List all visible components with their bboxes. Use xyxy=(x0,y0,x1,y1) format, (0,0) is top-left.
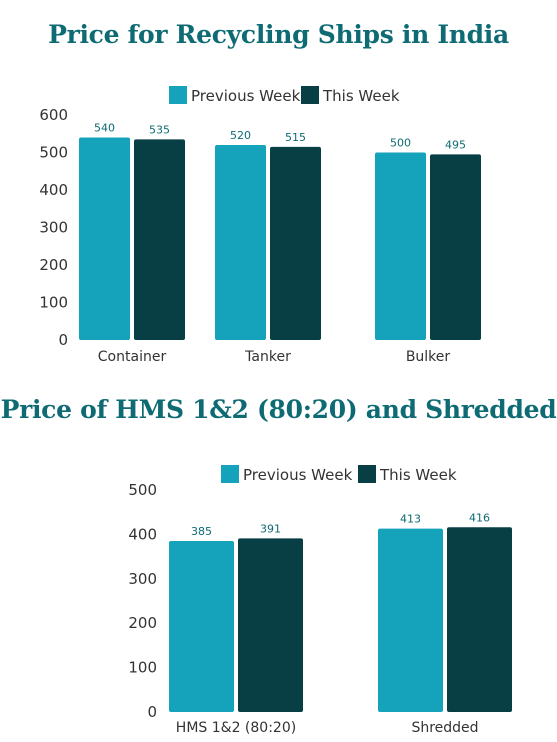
y-tick-label: 300 xyxy=(39,219,68,237)
category-label: Container xyxy=(98,349,167,365)
bar xyxy=(79,137,130,340)
category-label: Bulker xyxy=(406,349,451,365)
bar xyxy=(215,145,266,340)
chart-2-title: Price of HMS 1&2 (80:20) and Shredded xyxy=(0,395,557,424)
legend-swatch-previous-week xyxy=(169,86,187,104)
data-label: 520 xyxy=(230,129,251,142)
y-tick-label: 400 xyxy=(128,525,157,543)
bar xyxy=(378,528,443,712)
y-tick-label: 600 xyxy=(39,106,68,124)
data-label: 535 xyxy=(149,123,170,136)
data-label: 495 xyxy=(445,138,466,151)
y-tick-label: 300 xyxy=(128,570,157,588)
bar xyxy=(430,154,481,340)
legend-label: Previous Week xyxy=(243,466,353,484)
bar xyxy=(169,541,234,712)
recycling-ships-chart: 0 100 200 300 400 500 600 Previous Week This Wee… xyxy=(39,86,481,365)
legend-label: Previous Week xyxy=(191,87,301,105)
y-tick-label: 400 xyxy=(39,181,68,199)
y-tick-label: 500 xyxy=(39,144,68,162)
bar xyxy=(134,139,185,340)
y-tick-label: 200 xyxy=(39,256,68,274)
chart-1-title: Price for Recycling Ships in India xyxy=(48,20,509,49)
y-tick-label: 0 xyxy=(58,331,68,349)
data-label: 391 xyxy=(260,522,281,535)
legend-label: This Week xyxy=(379,466,457,484)
bar xyxy=(270,146,321,340)
legend-swatch-this-week xyxy=(358,465,376,483)
category-label: Shredded xyxy=(411,720,478,736)
data-label: 500 xyxy=(390,137,411,150)
legend-label: This Week xyxy=(322,87,400,105)
data-label: 416 xyxy=(469,511,490,524)
y-tick-label: 100 xyxy=(128,659,157,677)
y-tick-label: 0 xyxy=(147,703,157,721)
category-label: HMS 1&2 (80:20) xyxy=(176,720,296,736)
data-label: 413 xyxy=(400,513,421,526)
data-label: 385 xyxy=(191,525,212,538)
bar xyxy=(375,152,426,340)
data-label: 540 xyxy=(94,122,115,135)
data-label: 515 xyxy=(285,131,306,144)
legend-swatch-previous-week xyxy=(221,465,239,483)
y-tick-label: 200 xyxy=(128,614,157,632)
bar xyxy=(238,538,303,712)
y-tick-label: 100 xyxy=(39,294,68,312)
bar xyxy=(447,527,512,712)
y-tick-label: 500 xyxy=(128,481,157,499)
legend-swatch-this-week xyxy=(301,86,319,104)
category-label: Tanker xyxy=(244,349,291,365)
